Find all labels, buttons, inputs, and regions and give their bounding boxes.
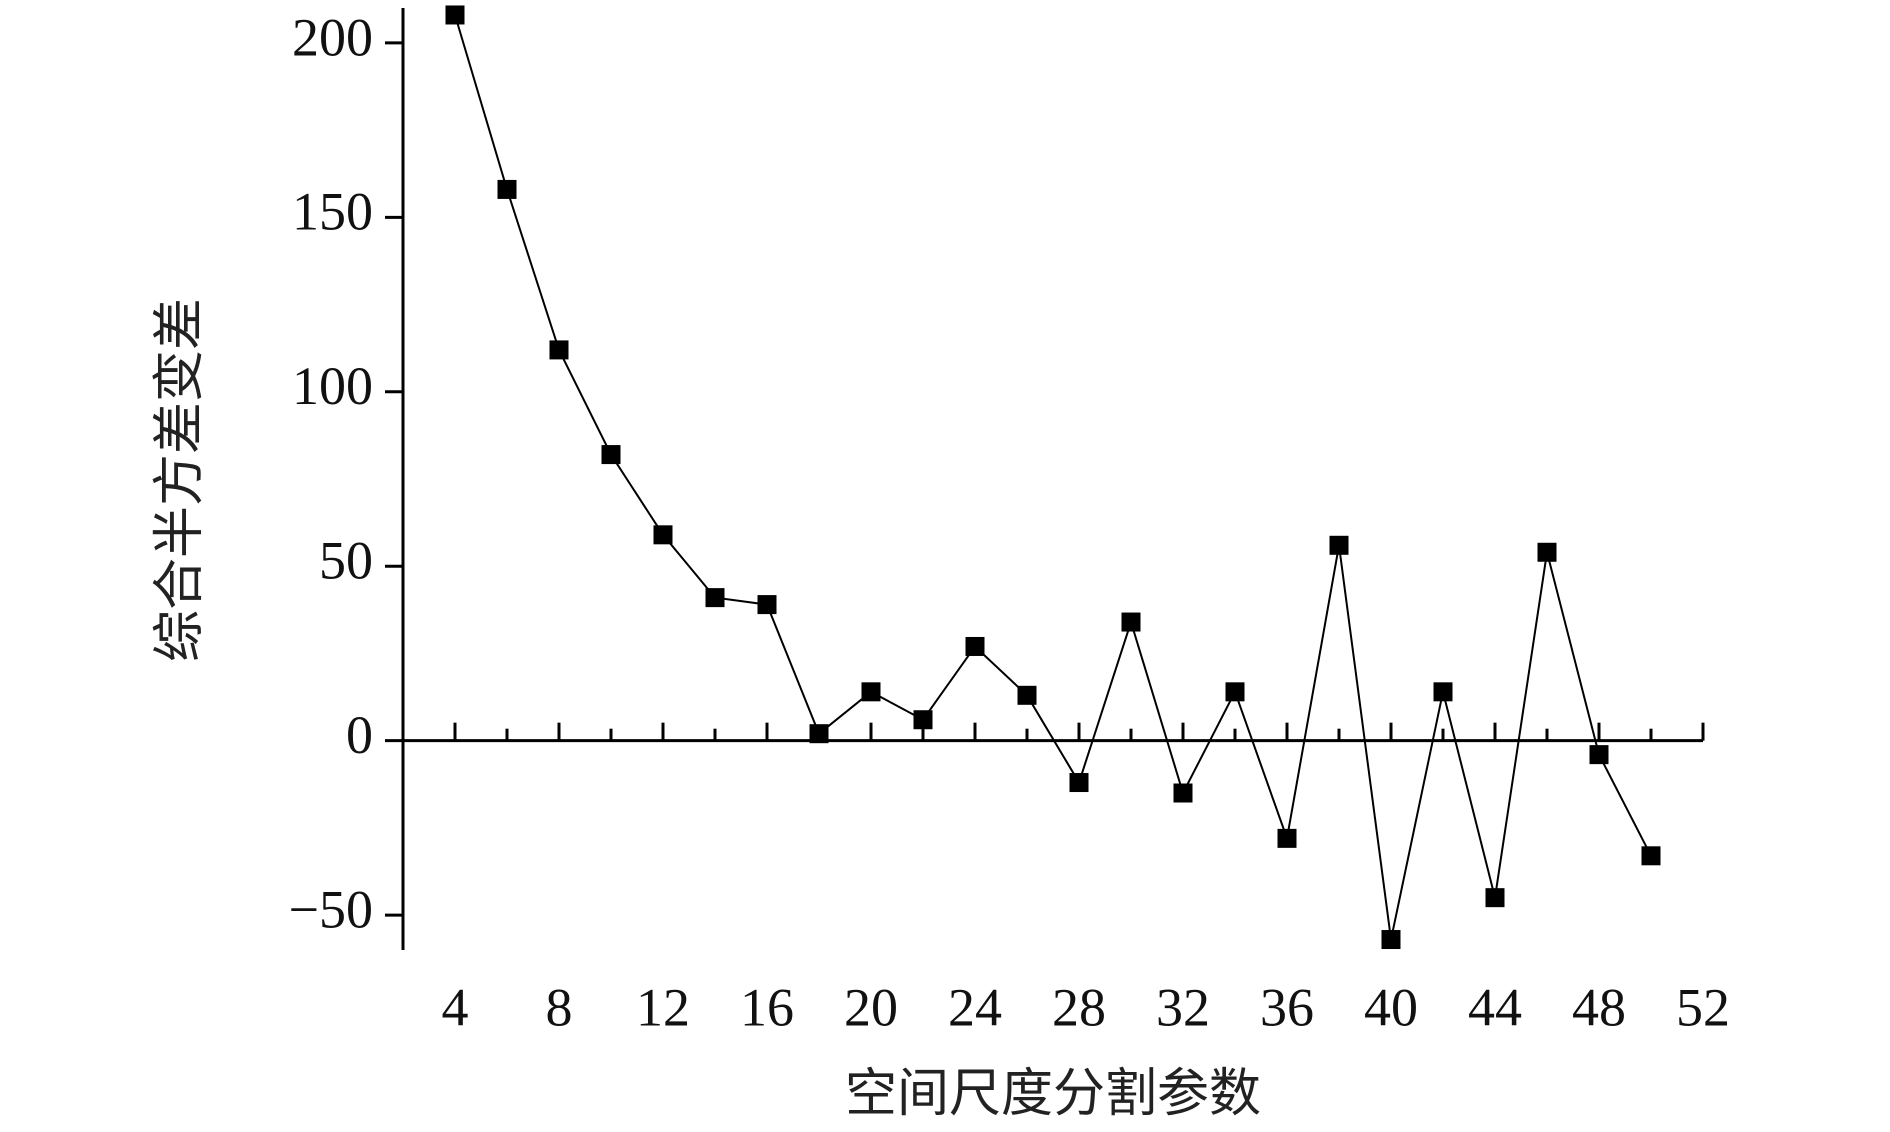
data-point [445, 5, 465, 25]
data-point [809, 724, 829, 744]
data-point [1589, 745, 1609, 765]
data-point [1225, 682, 1245, 702]
data-point [1641, 846, 1661, 866]
data-point [861, 682, 881, 702]
x-tick-label: 12 [636, 977, 690, 1037]
y-axis-label: 综合半方差变差 [150, 298, 210, 662]
y-tick-label: 100 [292, 356, 373, 416]
x-tick-label: 8 [546, 977, 573, 1037]
x-tick-label: 48 [1572, 977, 1626, 1037]
data-point [549, 340, 569, 360]
data-point [1381, 930, 1401, 950]
data-point [1277, 828, 1297, 848]
x-tick-label: 20 [844, 977, 898, 1037]
data-point [1433, 682, 1453, 702]
y-tick-label: 50 [319, 531, 373, 591]
data-point [1329, 535, 1349, 555]
x-tick-label: 24 [948, 977, 1002, 1037]
y-tick-label: 150 [292, 182, 373, 242]
y-tick-label: −50 [289, 880, 373, 940]
data-point [1121, 612, 1141, 632]
data-point [913, 710, 933, 730]
data-point [1537, 542, 1557, 562]
x-tick-label: 40 [1364, 977, 1418, 1037]
x-axis-label: 空间尺度分割参数 [845, 1064, 1261, 1124]
data-point [497, 179, 517, 199]
x-tick-label: 28 [1052, 977, 1106, 1037]
data-point [1017, 685, 1037, 705]
x-tick-label: 36 [1260, 977, 1314, 1037]
x-tick-label: 52 [1676, 977, 1730, 1037]
x-tick-label: 32 [1156, 977, 1210, 1037]
y-tick-label: 200 [292, 7, 373, 67]
x-tick-label: 16 [740, 977, 794, 1037]
data-point [601, 445, 621, 465]
data-point [757, 595, 777, 615]
data-point [653, 525, 673, 545]
data-point [705, 588, 725, 608]
data-point [1173, 783, 1193, 803]
x-tick-label: 4 [442, 977, 469, 1037]
x-tick-label: 44 [1468, 977, 1522, 1037]
data-line [454, 14, 1652, 940]
data-point [1485, 888, 1505, 908]
data-point [1069, 773, 1089, 793]
y-tick-label: 0 [346, 705, 373, 765]
data-point [965, 636, 985, 656]
